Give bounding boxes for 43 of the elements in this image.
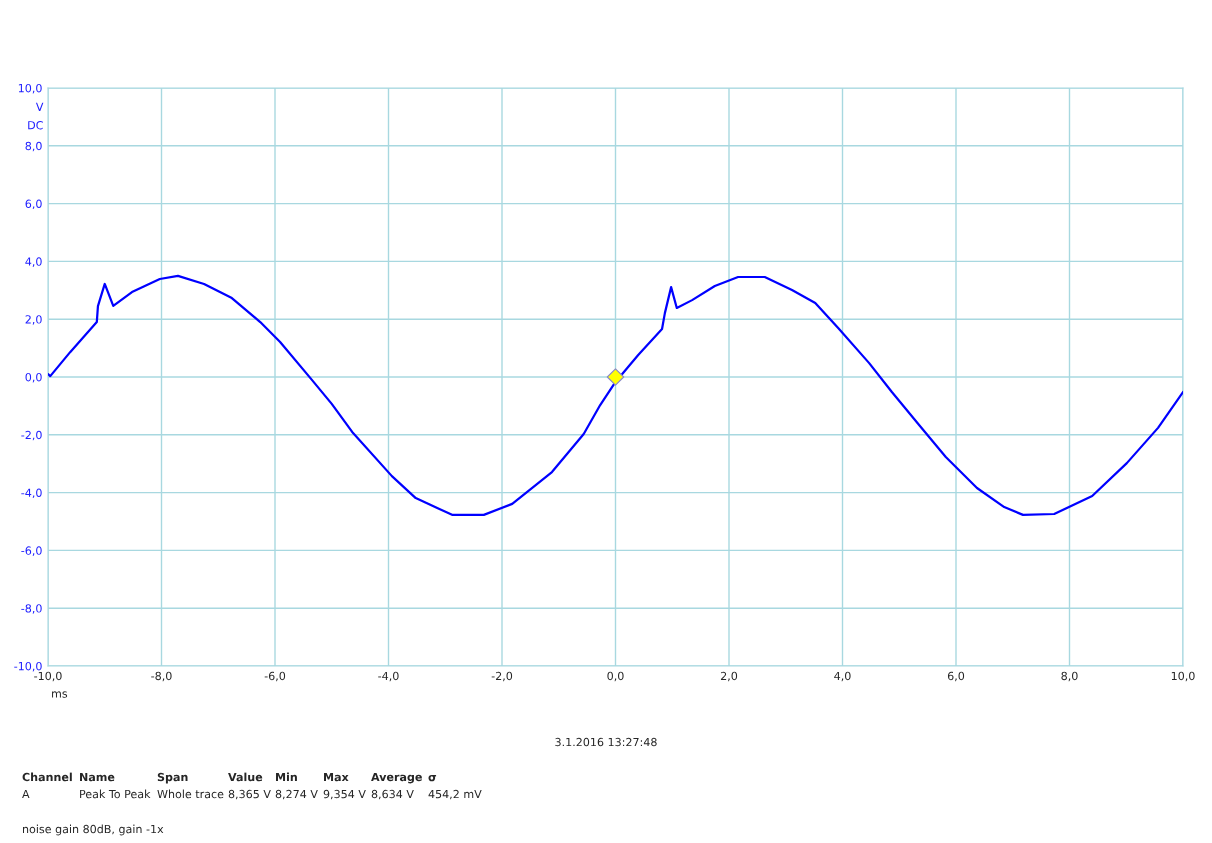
line-series — [48, 274, 1183, 516]
text: A — [22, 789, 30, 799]
y-tick-label: -8,0 — [21, 604, 42, 614]
x-tick-label: 6,0 — [947, 671, 965, 682]
x-tick-label: -10,0 — [34, 671, 62, 682]
x-tick-label: -4,0 — [378, 671, 399, 682]
x-tick-label: 10,0 — [1171, 671, 1195, 682]
x-tick-label: 2,0 — [720, 671, 738, 682]
y-tick-label: 6,0 — [25, 199, 42, 210]
y-tick-label: -10,0 — [14, 661, 42, 672]
y-tick-label: -2,0 — [21, 430, 42, 441]
text: Min — [276, 772, 297, 782]
y-tick-label: 4,0 — [25, 257, 42, 267]
y-tick-label: -6,0 — [21, 546, 42, 556]
text: 9,354 V — [323, 789, 366, 800]
text: 8,634 V — [371, 789, 414, 800]
x-tick-label: 0,0 — [607, 671, 624, 682]
text: Value — [228, 772, 263, 782]
text: σ — [428, 774, 437, 782]
x-tick-label: -8,0 — [151, 671, 172, 682]
y-tick-label: -4,0 — [21, 488, 42, 499]
text: 8,274 V — [275, 789, 318, 800]
text: 3.1.2016 13:27:48 — [555, 737, 657, 747]
text: Channel — [22, 772, 72, 782]
y-tick-label: 8,0 — [25, 141, 42, 152]
x-tick-label: 4,0 — [834, 671, 851, 682]
text: Whole trace — [157, 789, 224, 799]
text: noise gain 80dB, gain -1x — [23, 824, 164, 836]
text: 8,365 V — [228, 789, 271, 800]
y-tick-label: 2,0 — [25, 315, 42, 325]
y-tick-label: 10,0 — [18, 83, 42, 94]
x-tick-label: -6,0 — [264, 671, 286, 682]
text: Name — [80, 772, 115, 782]
x-axis-title: ms — [52, 691, 68, 698]
text: Max — [324, 772, 349, 782]
text: Peak To Peak — [80, 789, 151, 799]
text: Average — [371, 772, 422, 784]
x-tick-label: 8,0 — [1061, 671, 1078, 682]
text: 454,2 mV — [428, 789, 482, 800]
y-tick-label: 0,0 — [25, 372, 42, 383]
y-axis-title: V DC — [28, 102, 44, 130]
text: Span — [157, 772, 188, 784]
x-tick-label: -2,0 — [491, 671, 513, 682]
